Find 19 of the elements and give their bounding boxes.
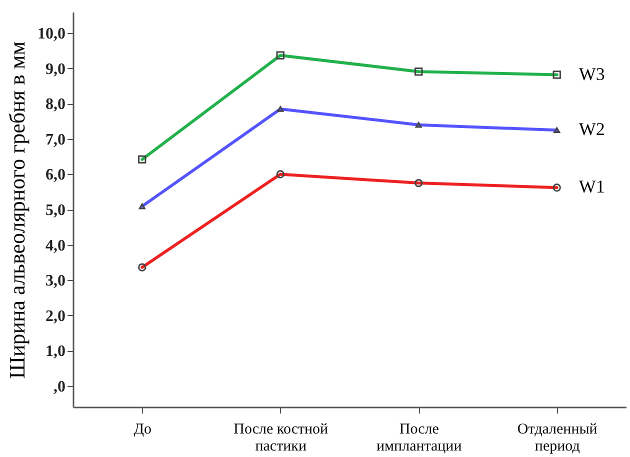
series-label: W1 <box>578 176 605 197</box>
series-label: W2 <box>578 119 605 140</box>
y-tick-label: 2,0 <box>46 308 66 325</box>
x-tick-label: До <box>134 422 152 438</box>
y-tick-label: 9,0 <box>46 60 66 78</box>
y-tick-label: 7,0 <box>46 131 66 148</box>
y-tick-label: 8,0 <box>46 96 66 114</box>
x-tick-label: После имплантации <box>376 422 462 454</box>
y-tick-label: ,0 <box>54 378 66 396</box>
y-tick-label: 3,0 <box>46 272 66 290</box>
x-tick-label: После костной пастики <box>234 422 328 454</box>
y-tick-label: 4,0 <box>46 237 66 254</box>
x-tick-label: Отдаленный период <box>517 422 598 454</box>
y-tick-label: 5,0 <box>46 202 66 219</box>
series-label: W3 <box>578 64 605 84</box>
y-tick-label: 10,0 <box>38 26 66 43</box>
y-tick-label: 1,0 <box>46 343 66 360</box>
y-axis-title: Ширина альвеолярного гребня в мм <box>4 41 30 379</box>
y-tick-label: 6,0 <box>46 166 66 184</box>
